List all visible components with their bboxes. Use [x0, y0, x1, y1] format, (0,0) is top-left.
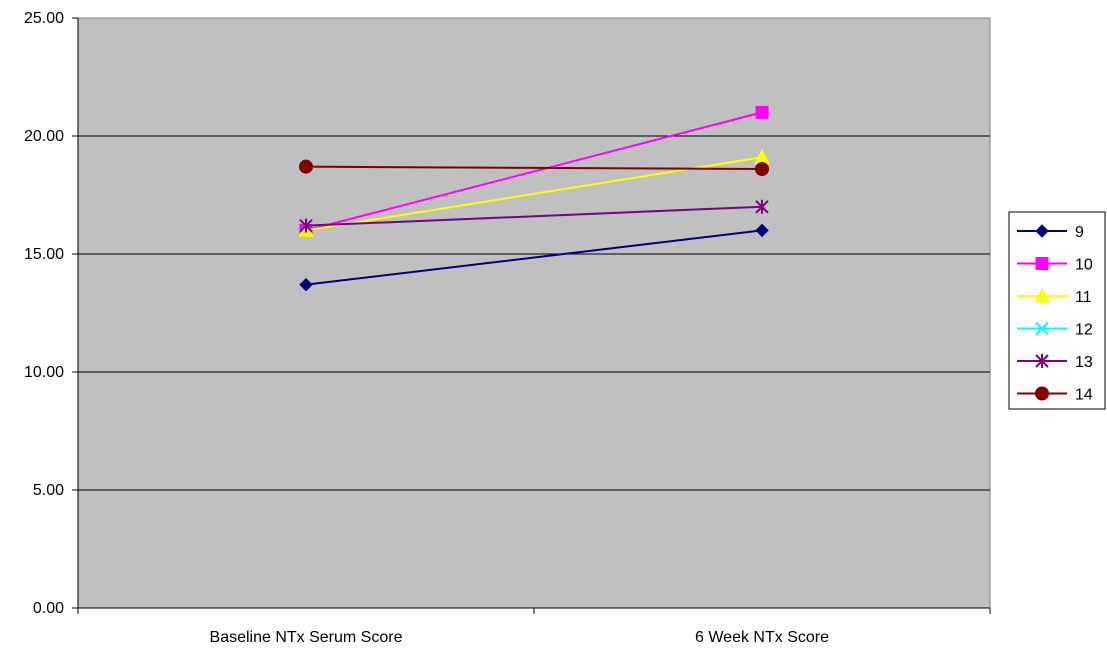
- legend-label: 14: [1075, 387, 1093, 404]
- legend-label: 10: [1075, 257, 1093, 274]
- legend-label: 13: [1075, 354, 1093, 371]
- y-tick-label: 15.00: [24, 246, 64, 263]
- y-tick-label: 20.00: [24, 128, 64, 145]
- legend-item: 13: [1017, 354, 1093, 371]
- legend-marker: [1035, 321, 1049, 336]
- data-point: [299, 277, 313, 292]
- legend-marker: [1035, 257, 1049, 270]
- legend-item: 12: [1017, 322, 1093, 339]
- data-point: [299, 159, 313, 174]
- legend-marker: [1034, 287, 1050, 303]
- grid: [78, 135, 990, 491]
- series-14: [299, 159, 769, 177]
- legend-item: 9: [1017, 224, 1084, 241]
- series-13: [299, 199, 769, 233]
- axes: 0.00 5.00 10.00 15.00 20.00 25.00 Baseline NTx…: [24, 10, 991, 646]
- legend-marker: [1035, 354, 1049, 368]
- series-line: [305, 229, 763, 286]
- y-tick-label: 10.00: [24, 364, 64, 381]
- y-tick-label: 25.00: [24, 10, 64, 27]
- legend-label: 9: [1075, 224, 1084, 241]
- plot-area: [77, 17, 991, 609]
- data-point: [755, 199, 769, 214]
- legend: 9 10 11 12 13 14: [1008, 211, 1106, 410]
- x-tick-label: Baseline NTx Serum Score: [210, 629, 403, 646]
- legend-marker: [1035, 386, 1049, 401]
- series-line: [305, 165, 763, 171]
- y-tick-label: 0.00: [33, 600, 64, 617]
- series-layer: [298, 105, 770, 292]
- series-line: [305, 111, 763, 232]
- legend-item: 10: [1017, 257, 1093, 274]
- legend-item: 11: [1017, 287, 1092, 306]
- legend-marker: [1035, 224, 1049, 238]
- data-point: [755, 223, 769, 238]
- data-point: [299, 218, 313, 233]
- legend-box: [1008, 211, 1106, 410]
- y-tick-label: 5.00: [33, 482, 64, 499]
- legend-label: 11: [1075, 289, 1092, 306]
- x-tick-label: 6 Week NTx Score: [695, 629, 829, 646]
- legend-item: 14: [1017, 386, 1093, 404]
- series-line: [305, 205, 763, 227]
- series-9: [299, 223, 769, 292]
- legend-label: 12: [1075, 322, 1093, 339]
- data-point: [755, 162, 769, 177]
- data-point: [755, 105, 769, 119]
